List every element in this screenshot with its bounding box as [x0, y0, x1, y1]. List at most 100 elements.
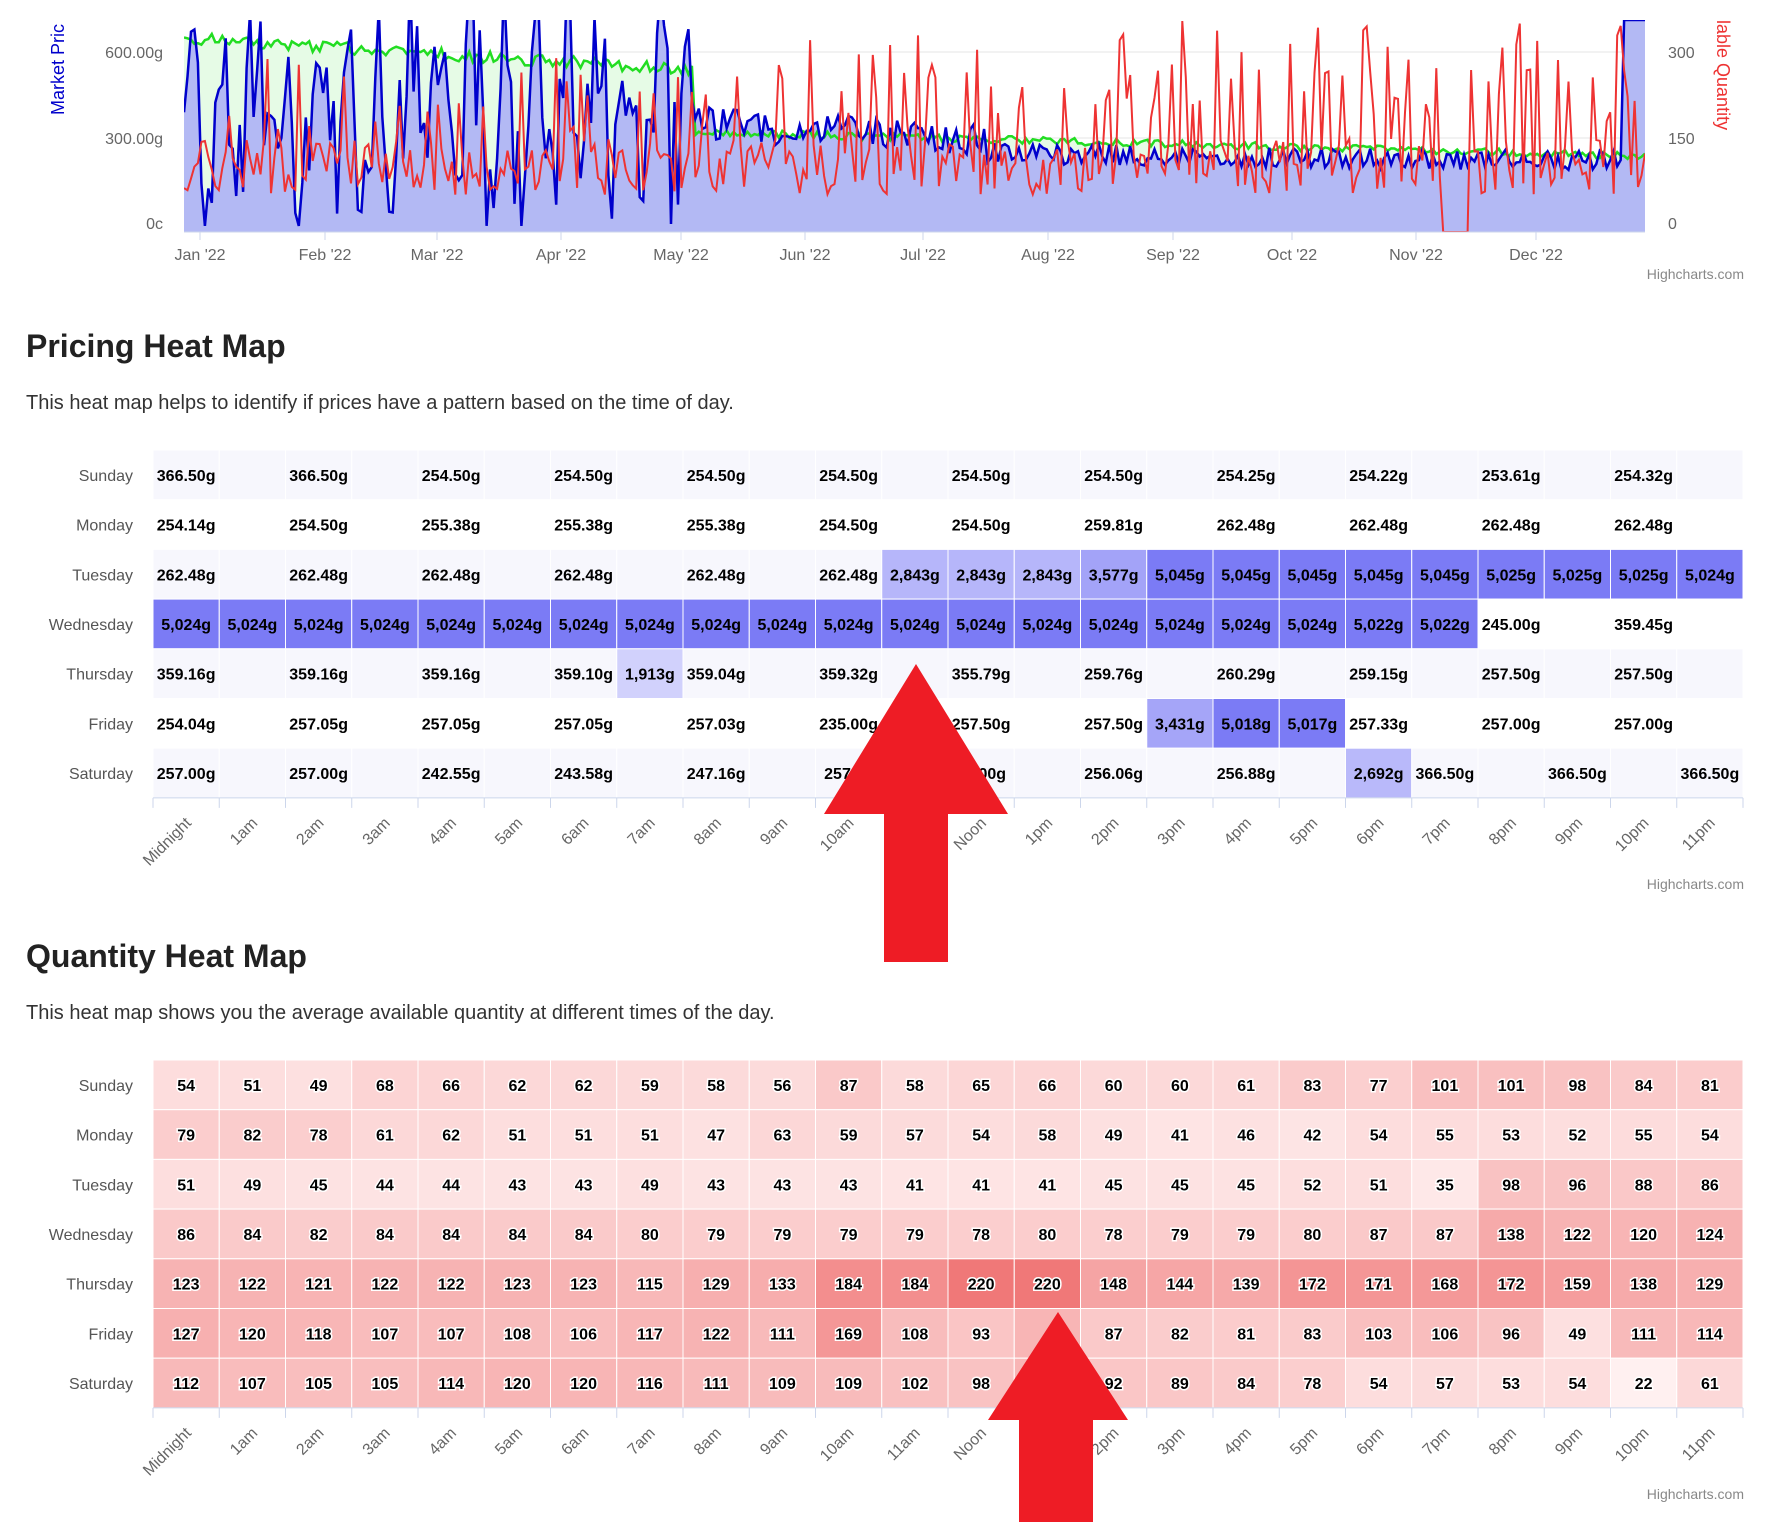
heatmap-cell[interactable]: [616, 499, 684, 550]
heatmap-cell[interactable]: [1013, 449, 1081, 501]
heatmap-cell[interactable]: [1543, 1308, 1611, 1359]
heatmap-cell[interactable]: [1080, 1158, 1148, 1210]
heatmap-cell[interactable]: [616, 1308, 684, 1359]
heatmap-cell[interactable]: [152, 1208, 220, 1260]
heatmap-cell[interactable]: [218, 548, 286, 600]
heatmap-cell[interactable]: [483, 548, 551, 600]
heatmap-cell[interactable]: [1080, 1258, 1148, 1310]
heatmap-cell[interactable]: [616, 1357, 684, 1409]
heatmap-cell[interactable]: [1146, 1158, 1214, 1210]
heatmap-cell[interactable]: [1411, 499, 1479, 550]
heatmap-cell[interactable]: [1411, 1059, 1479, 1111]
heatmap-cell[interactable]: [152, 1258, 220, 1310]
pricing-heatmap-credit[interactable]: Highcharts.com: [1646, 876, 1744, 892]
heatmap-cell[interactable]: [152, 747, 220, 799]
heatmap-cell[interactable]: [417, 1357, 485, 1409]
heatmap-cell[interactable]: [1278, 648, 1346, 700]
heatmap-cell[interactable]: [285, 1308, 353, 1359]
heatmap-cell[interactable]: [1013, 548, 1081, 600]
chart-credit[interactable]: Highcharts.com: [1646, 266, 1744, 282]
heatmap-cell[interactable]: [417, 698, 485, 749]
heatmap-cell[interactable]: [218, 1158, 286, 1210]
heatmap-cell[interactable]: [1013, 648, 1081, 700]
heatmap-cell[interactable]: [1676, 1059, 1744, 1111]
heatmap-cell[interactable]: [285, 449, 353, 501]
heatmap-cell[interactable]: [285, 1109, 353, 1160]
heatmap-cell[interactable]: [748, 747, 816, 799]
heatmap-cell[interactable]: [947, 1258, 1015, 1310]
heatmap-cell[interactable]: [152, 1109, 220, 1160]
heatmap-cell[interactable]: [1013, 747, 1081, 799]
heatmap-cell[interactable]: [218, 449, 286, 501]
heatmap-cell[interactable]: [1080, 1109, 1148, 1160]
heatmap-cell[interactable]: [1477, 1208, 1545, 1260]
heatmap-cell[interactable]: [1080, 1208, 1148, 1260]
heatmap-cell[interactable]: [417, 1109, 485, 1160]
heatmap-cell[interactable]: [1610, 449, 1678, 501]
heatmap-cell[interactable]: [1345, 1109, 1413, 1160]
heatmap-cell[interactable]: [881, 747, 949, 799]
heatmap-cell[interactable]: [218, 698, 286, 749]
heatmap-cell[interactable]: [881, 698, 949, 749]
heatmap-cell[interactable]: [285, 499, 353, 550]
heatmap-cell[interactable]: [815, 499, 883, 550]
heatmap-cell[interactable]: [285, 1059, 353, 1111]
heatmap-cell[interactable]: [1212, 1109, 1280, 1160]
heatmap-cell[interactable]: [218, 1357, 286, 1409]
heatmap-cell[interactable]: [1610, 1109, 1678, 1160]
heatmap-cell[interactable]: [748, 1158, 816, 1210]
heatmap-cell[interactable]: [881, 449, 949, 501]
heatmap-cell[interactable]: [1543, 648, 1611, 700]
heatmap-cell[interactable]: [152, 499, 220, 550]
heatmap-cell[interactable]: [748, 1208, 816, 1260]
heatmap-cell[interactable]: [1146, 747, 1214, 799]
heatmap-cell[interactable]: [881, 1059, 949, 1111]
heatmap-cell[interactable]: [1610, 598, 1678, 650]
heatmap-cell[interactable]: [417, 1258, 485, 1310]
heatmap-cell[interactable]: [351, 698, 419, 749]
heatmap-cell[interactable]: [1278, 1357, 1346, 1409]
heatmap-cell[interactable]: [152, 1158, 220, 1210]
heatmap-cell[interactable]: [1212, 449, 1280, 501]
heatmap-cell[interactable]: [1676, 548, 1744, 600]
heatmap-cell[interactable]: [1013, 598, 1081, 650]
heatmap-cell[interactable]: [1013, 1059, 1081, 1111]
heatmap-cell[interactable]: [1146, 1308, 1214, 1359]
heatmap-cell[interactable]: [285, 747, 353, 799]
heatmap-cell[interactable]: [1212, 747, 1280, 799]
heatmap-cell[interactable]: [152, 698, 220, 749]
heatmap-cell[interactable]: [881, 1308, 949, 1359]
heatmap-cell[interactable]: [1146, 1059, 1214, 1111]
heatmap-cell[interactable]: [483, 1258, 551, 1310]
heatmap-cell[interactable]: [1477, 1109, 1545, 1160]
heatmap-cell[interactable]: [285, 1258, 353, 1310]
heatmap-cell[interactable]: [1080, 449, 1148, 501]
heatmap-cell[interactable]: [1477, 598, 1545, 650]
heatmap-cell[interactable]: [815, 1357, 883, 1409]
heatmap-cell[interactable]: [1610, 648, 1678, 700]
heatmap-cell[interactable]: [1345, 698, 1413, 749]
heatmap-cell[interactable]: [616, 1109, 684, 1160]
heatmap-cell[interactable]: [351, 648, 419, 700]
heatmap-cell[interactable]: [483, 698, 551, 749]
heatmap-cell[interactable]: [550, 1109, 618, 1160]
heatmap-cell[interactable]: [550, 747, 618, 799]
heatmap-cell[interactable]: [1543, 1109, 1611, 1160]
heatmap-cell[interactable]: [218, 1059, 286, 1111]
heatmap-cell[interactable]: [483, 1059, 551, 1111]
heatmap-cell[interactable]: [1676, 1308, 1744, 1359]
heatmap-cell[interactable]: [1676, 698, 1744, 749]
heatmap-cell[interactable]: [682, 648, 750, 700]
heatmap-cell[interactable]: [550, 1258, 618, 1310]
heatmap-cell[interactable]: [748, 449, 816, 501]
heatmap-cell[interactable]: [218, 648, 286, 700]
heatmap-cell[interactable]: [1146, 1258, 1214, 1310]
heatmap-cell[interactable]: [218, 1109, 286, 1160]
heatmap-cell[interactable]: [1212, 648, 1280, 700]
heatmap-cell[interactable]: [1477, 698, 1545, 749]
heatmap-cell[interactable]: [1080, 648, 1148, 700]
heatmap-cell[interactable]: [218, 1308, 286, 1359]
heatmap-cell[interactable]: [351, 499, 419, 550]
heatmap-cell[interactable]: [218, 499, 286, 550]
heatmap-cell[interactable]: [152, 598, 220, 650]
